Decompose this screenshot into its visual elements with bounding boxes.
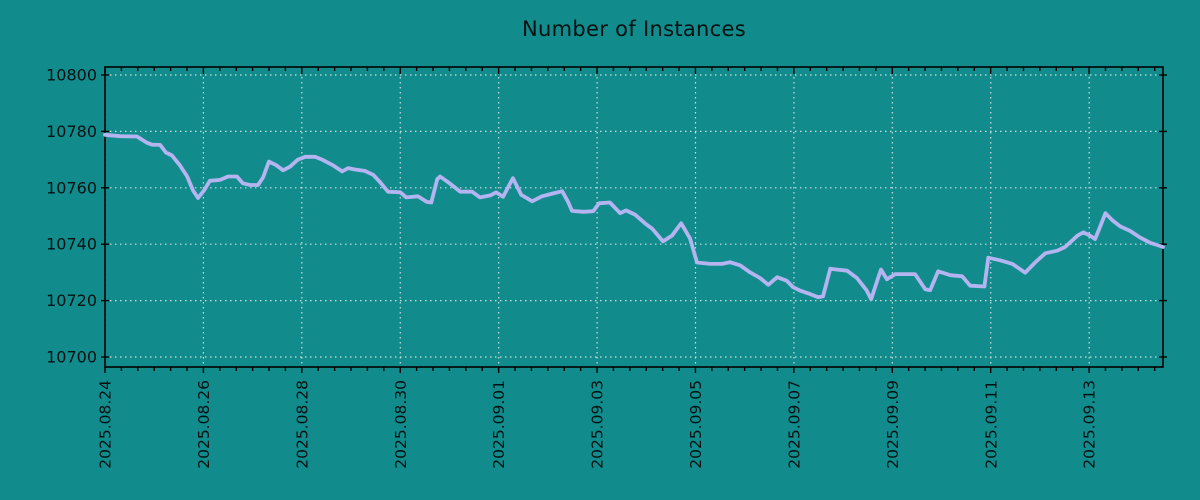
plot-frame	[104, 66, 1164, 368]
x-tick-label: 2025.09.11	[982, 380, 1000, 469]
x-tick-label: 2025.09.03	[589, 380, 607, 469]
x-tick-label: 2025.09.07	[785, 380, 803, 469]
axis-ticks	[101, 66, 1167, 373]
y-tick-label: 10740	[46, 235, 97, 254]
axis-labels: 10700 10720 10740 10760 10780 10800 2025.08.24…	[46, 66, 1099, 469]
y-tick-label: 10800	[46, 66, 97, 85]
y-tick-label: 10700	[46, 348, 97, 367]
y-tick-label: 10720	[46, 291, 97, 310]
x-tick-label: 2025.08.24	[97, 380, 115, 469]
x-tick-label: 2025.09.05	[687, 380, 705, 469]
x-tick-label: 2025.09.01	[490, 380, 508, 469]
chart-title: Number of Instances	[522, 17, 746, 41]
gridlines	[104, 67, 1163, 367]
series-line	[103, 132, 1165, 302]
y-tick-label: 10780	[46, 122, 97, 141]
x-tick-label: 2025.09.13	[1081, 380, 1099, 469]
series	[103, 132, 1165, 302]
x-tick-label: 2025.08.26	[195, 380, 213, 469]
y-tick-label: 10760	[46, 178, 97, 197]
x-tick-label: 2025.08.30	[392, 380, 410, 469]
x-tick-label: 2025.09.09	[884, 380, 902, 469]
x-tick-label: 2025.08.28	[293, 380, 311, 469]
